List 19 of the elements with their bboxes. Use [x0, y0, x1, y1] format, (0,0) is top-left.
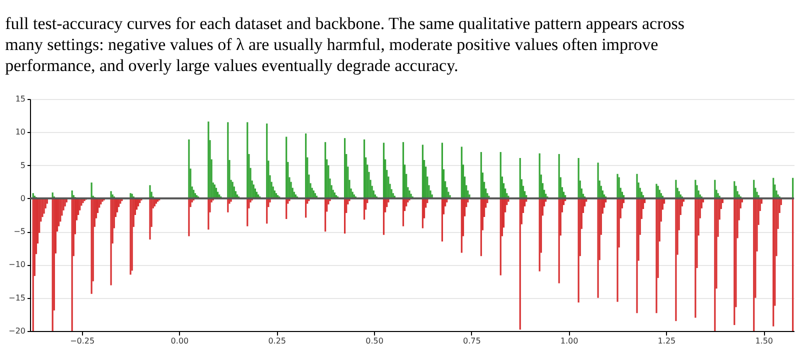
y-tick-label: −5 [14, 227, 26, 236]
y-tick-label: 15 [15, 94, 26, 104]
y-tick-label: −15 [8, 293, 26, 302]
y-tick-label: 10 [15, 128, 26, 137]
x-tick-label: −0.25 [70, 336, 95, 346]
y-tick-label: 0 [20, 194, 26, 203]
x-tick-label: 0.50 [366, 336, 384, 346]
text: full test-accuracy curves for each dataset and backbone. The same qualitative pattern appears across [5, 14, 684, 33]
x-tick-label: 0.00 [170, 336, 189, 346]
text: many settings: negative values of λ are usually harmful, moderate positive values often improve [5, 35, 658, 54]
x-tick-label: 1.25 [658, 336, 676, 346]
x-tick-label: 1.00 [560, 336, 578, 346]
y-tick-label: −10 [8, 260, 26, 270]
text: performance, and overly large values eventually degrade accuracy. [5, 56, 458, 75]
x-tick-label: 0.75 [463, 336, 481, 346]
x-tick-label: 0.25 [268, 336, 286, 346]
x-tick-label: 1.50 [755, 336, 774, 346]
y-tick-label: 5 [20, 160, 26, 170]
y-tick-label: −20 [8, 326, 26, 336]
